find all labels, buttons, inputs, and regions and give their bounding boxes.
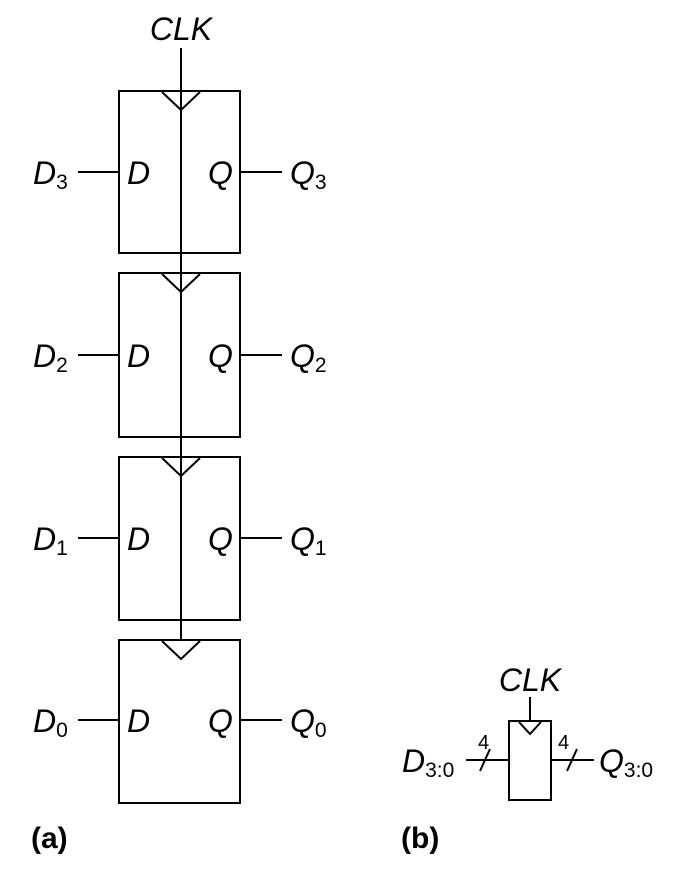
input-bus-width: 4: [478, 732, 489, 754]
flip-flop-0: [118, 639, 241, 804]
d-pin-1: D: [127, 521, 150, 557]
d3-label: D3: [33, 155, 68, 194]
d-pin-3: D: [127, 155, 150, 191]
q-pin-1: Q: [208, 521, 233, 557]
q2-label: Q2: [290, 338, 327, 377]
caption-a: (a): [31, 822, 68, 855]
flip-flop-2: [118, 272, 241, 438]
d2-label: D2: [33, 338, 68, 377]
d-pin-0: D: [127, 703, 150, 739]
q0-label: Q0: [290, 703, 327, 742]
q-pin-0: Q: [208, 703, 233, 739]
clk-label-a: CLK: [150, 11, 214, 47]
clock-triangle-3: [161, 91, 201, 112]
q-pin-3: Q: [208, 155, 233, 191]
d-pin-2: D: [127, 338, 150, 374]
d-bus-label: D3:0: [402, 743, 454, 782]
output-bus-slash: [566, 748, 578, 772]
input-bus-slash: [479, 748, 491, 772]
q-pin-2: Q: [208, 338, 233, 374]
caption-b: (b): [401, 822, 439, 855]
d0-label: D0: [33, 703, 68, 742]
q-bus-label: Q3:0: [599, 743, 653, 782]
q3-label: Q3: [290, 155, 327, 194]
flip-flop-1: [118, 456, 241, 621]
clock-triangle-0: [161, 640, 201, 661]
output-bus-width: 4: [558, 732, 569, 754]
clock-triangle-b: [518, 721, 542, 736]
flip-flop-3: [118, 90, 241, 254]
q1-label: Q1: [290, 521, 327, 560]
clock-triangle-1: [161, 457, 201, 478]
clk-label-b: CLK: [499, 662, 563, 698]
d1-label: D1: [33, 521, 68, 560]
diagram-b: CLK 4 4 D3:0 Q3:0 (b): [401, 662, 653, 855]
diagram-a: CLK D3 D Q Q3 D2 D Q Q2 D1 D: [31, 11, 327, 855]
clock-triangle-2: [161, 273, 201, 294]
